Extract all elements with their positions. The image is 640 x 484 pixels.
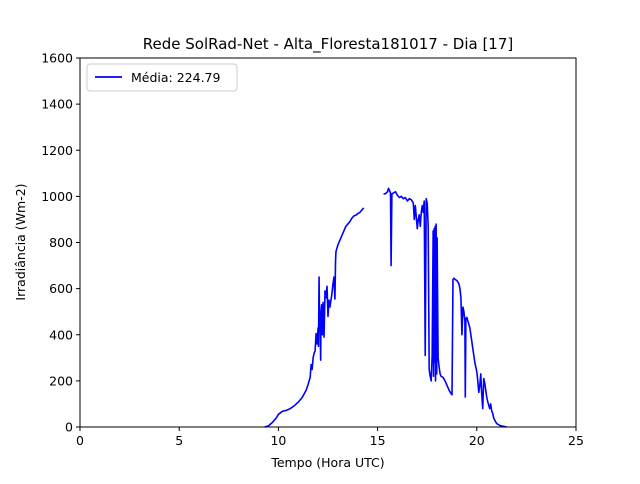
y-tick-label: 200 bbox=[49, 373, 73, 388]
x-tick-label: 25 bbox=[568, 433, 584, 448]
x-tick-label: 10 bbox=[270, 433, 286, 448]
x-tick-label: 0 bbox=[76, 433, 84, 448]
y-tick-label: 1200 bbox=[41, 143, 73, 158]
legend: Média: 224.79 bbox=[86, 63, 238, 92]
y-tick-label: 1400 bbox=[41, 97, 73, 112]
y-axis: 0 200 400 600 800 1000 1200 1400 1600 bbox=[41, 51, 80, 435]
plot-frame bbox=[79, 57, 577, 428]
series-line-segment bbox=[264, 207, 365, 428]
chart-title: Rede SolRad-Net - Alta_Floresta181017 - … bbox=[143, 35, 513, 54]
y-tick-label: 1000 bbox=[41, 189, 73, 204]
x-axis: 0 5 10 15 20 25 bbox=[76, 427, 584, 448]
x-tick-label: 5 bbox=[175, 433, 183, 448]
y-tick-label: 600 bbox=[49, 281, 73, 296]
y-tick-label: 1600 bbox=[41, 51, 73, 66]
plot-area bbox=[264, 187, 507, 428]
legend-box bbox=[86, 63, 238, 92]
y-tick-label: 800 bbox=[49, 235, 73, 250]
y-axis-label: Irradiância (Wm-2) bbox=[13, 183, 28, 300]
x-axis-label: Tempo (Hora UTC) bbox=[270, 455, 384, 470]
x-tick-label: 20 bbox=[469, 433, 485, 448]
legend-entry-label: Média: 224.79 bbox=[131, 70, 221, 85]
y-tick-label: 0 bbox=[65, 420, 73, 435]
series-line-segment bbox=[383, 187, 507, 428]
x-tick-label: 15 bbox=[370, 433, 386, 448]
y-tick-label: 400 bbox=[49, 327, 73, 342]
